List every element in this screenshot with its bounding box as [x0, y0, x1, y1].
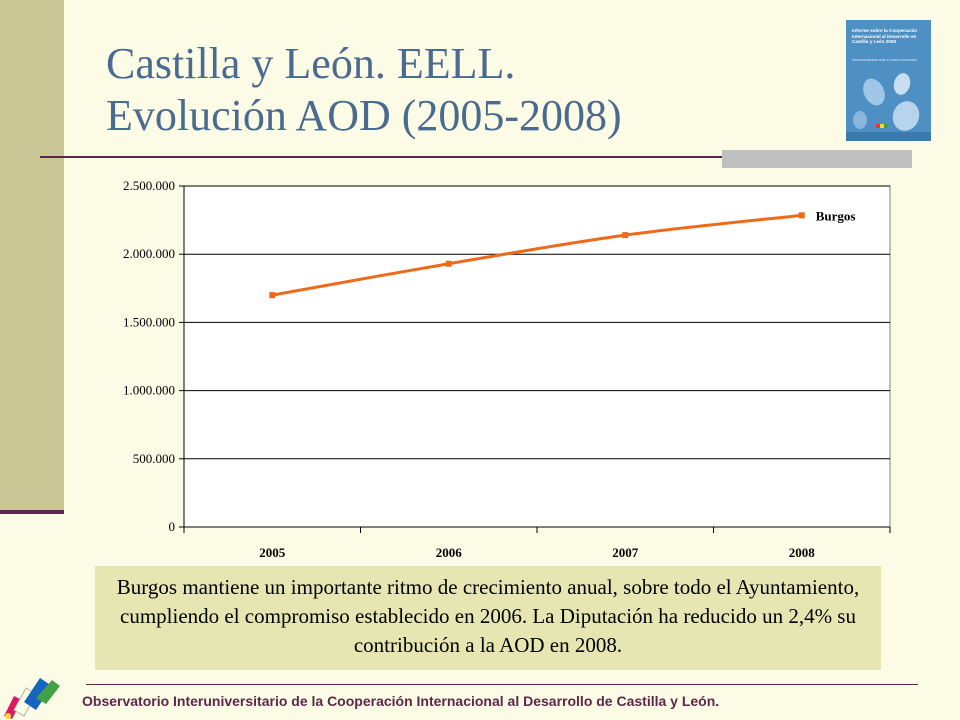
left-decor-line	[0, 510, 64, 514]
data-point	[269, 292, 276, 299]
x-tick-label: 2006	[436, 545, 463, 560]
commentary-text: Burgos mantiene un importante ritmo de c…	[116, 575, 860, 657]
title-line-2: Evolución AOD (2005-2008)	[106, 91, 622, 140]
slide-title: Castilla y León. EELL. Evolución AOD (20…	[106, 38, 622, 142]
x-tick-label: 2007	[612, 545, 639, 560]
y-tick-label: 500.000	[133, 451, 175, 466]
data-point	[798, 212, 805, 219]
y-tick-label: 1.000.000	[123, 383, 175, 398]
left-decor-bar	[0, 0, 64, 510]
series-label: Burgos	[816, 208, 856, 223]
y-tick-label: 2.500.000	[123, 178, 175, 193]
footer-divider	[86, 684, 918, 685]
report-cover-image: Informe sobre la Cooperación Internacion…	[846, 20, 931, 141]
cover-cylinders-icon	[846, 73, 931, 141]
footer-text: Observatorio Interuniversitario de la Co…	[82, 693, 720, 709]
title-divider	[40, 156, 912, 158]
y-tick-label: 1.500.000	[123, 314, 175, 329]
data-point	[445, 260, 452, 267]
line-chart: 0 500.000 1.000.000 1.500.000 2.000.000 2.500…	[123, 178, 891, 560]
y-tick-label: 0	[169, 519, 176, 534]
y-tick-label: 2.000.000	[123, 246, 175, 261]
observatory-logo-icon	[4, 678, 60, 719]
data-point	[622, 232, 629, 239]
cover-subtitle: Descentralizada ante el nuevo escenario	[852, 58, 917, 62]
x-tick-label: 2005	[259, 545, 286, 560]
cover-title: Informe sobre la Cooperación Internacion…	[852, 28, 918, 45]
series-line	[271, 213, 802, 297]
commentary-box: Burgos mantiene un importante ritmo de c…	[95, 566, 881, 670]
title-line-1: Castilla y León. EELL.	[106, 39, 516, 88]
title-accent-block	[722, 150, 912, 168]
x-tick-label: 2008	[789, 545, 816, 560]
plot-area	[183, 185, 891, 528]
